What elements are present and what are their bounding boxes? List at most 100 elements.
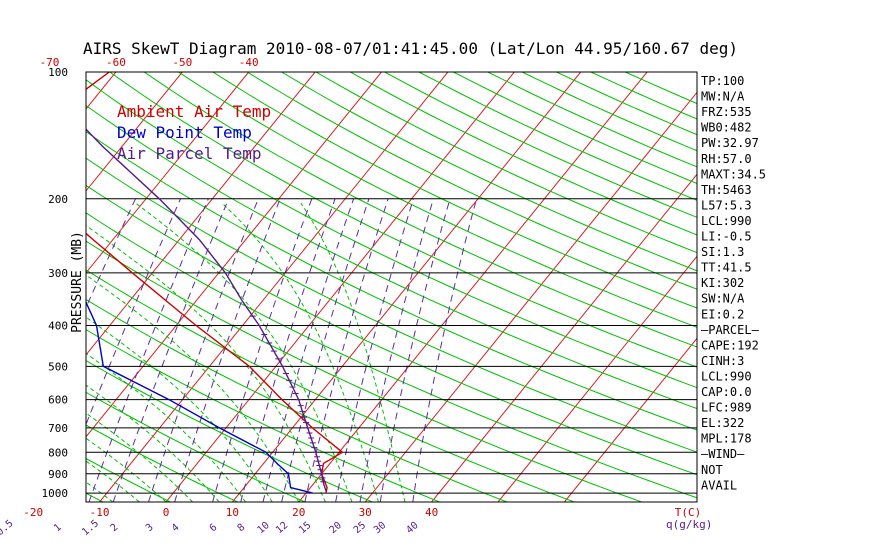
isotherm-line <box>564 337 697 502</box>
dry-adiabat-line <box>86 391 306 502</box>
index-entry: SW:N/A <box>701 292 745 306</box>
mixing-ratio-label: 1 <box>52 522 64 534</box>
mixing-ratio-line <box>281 198 370 502</box>
index-entry: CAPE:192 <box>701 338 759 352</box>
index-entry: EL:322 <box>701 416 744 430</box>
dry-adiabat-line <box>86 240 642 502</box>
pressure-tick-label: 900 <box>48 468 68 481</box>
index-entry: EI:0.2 <box>701 307 744 321</box>
index-entry: TT:41.5 <box>701 261 752 275</box>
mixing-ratio-label: 40 <box>404 520 420 536</box>
index-entry: LCL:990 <box>701 214 752 228</box>
temp-tick-label-bottom: 0 <box>163 506 170 519</box>
chart-title: AIRS SkewT Diagram 2010-08-07/01:41:45.0… <box>83 39 738 58</box>
temp-tick-label-top: -50 <box>172 56 192 69</box>
mixing-ratio-line <box>174 198 281 502</box>
temp-tick-label-top: -70 <box>40 56 60 69</box>
isotherm-line <box>86 72 382 438</box>
index-entry: WB0:482 <box>701 121 752 135</box>
moist-adiabat-line <box>86 384 220 502</box>
moist-adiabat-line <box>86 274 300 502</box>
ambient-temp-line <box>86 72 344 494</box>
dry-adiabat-line <box>86 104 697 410</box>
dry-adiabat-line <box>86 269 575 502</box>
mixing-ratio-unit: q(g/kg) <box>666 518 712 531</box>
pressure-tick-label: 100 <box>48 66 68 79</box>
mixing-ratio-label: 15 <box>297 520 313 536</box>
isotherm-line <box>86 72 117 110</box>
index-entry: PW:32.97 <box>701 136 759 150</box>
mixing-ratio-line <box>0 199 41 502</box>
temp-tick-label-bottom: 40 <box>425 506 438 519</box>
index-entry: CAP:0.0 <box>701 385 752 399</box>
isotherm-line <box>298 72 648 502</box>
isotherm-line <box>364 91 697 502</box>
moist-adiabat-line <box>300 203 406 502</box>
temp-tick-label-top: -60 <box>106 56 126 69</box>
mixing-ratio-line <box>379 198 451 502</box>
mixing-ratio-label: 4 <box>170 522 182 534</box>
moist-adiabat-line <box>86 224 326 502</box>
dry-adiabat-line <box>86 212 697 499</box>
temp-tick-label-bottom: -10 <box>90 506 110 519</box>
index-entry: LI:-0.5 <box>701 230 752 244</box>
y-axis-label: PRESSURE (MB) <box>70 231 85 333</box>
isotherm-line <box>99 72 449 502</box>
index-entry: —PARCEL— <box>701 323 760 337</box>
isotherm-line <box>86 72 250 274</box>
mixing-ratio-line <box>240 198 336 502</box>
mixing-ratio-line <box>148 198 259 502</box>
dry-adiabat-line <box>86 360 373 502</box>
mixing-ratio-label: 12 <box>274 520 290 536</box>
index-entry: NOT <box>701 463 723 477</box>
isotherm-line <box>497 255 697 502</box>
dry-adiabat-line <box>521 72 697 152</box>
moist-adiabat-line <box>86 460 140 502</box>
dry-adiabat-line <box>0 72 36 502</box>
legend-dewpoint: Dew Point Temp <box>117 123 252 142</box>
dry-adiabat-line <box>487 72 697 168</box>
pressure-tick-label: 300 <box>48 267 68 280</box>
temp-tick-label-top: -40 <box>239 56 259 69</box>
mixing-ratio-label: 0.5 <box>0 518 16 538</box>
dry-adiabat-line <box>246 72 697 290</box>
moist-adiabat-line <box>86 316 273 502</box>
mixing-ratio-label: 3 <box>144 522 156 534</box>
mixing-ratio-label: 8 <box>236 522 248 534</box>
temp-axis-unit: T(C) <box>675 506 702 519</box>
mixing-ratio-label: 2 <box>109 522 121 534</box>
moist-adiabat-line <box>221 202 379 502</box>
mixing-ratio-line <box>212 198 313 502</box>
mixing-ratio-label: 25 <box>352 520 368 536</box>
dry-adiabat-line <box>212 72 697 309</box>
index-entry: SI:1.3 <box>701 245 744 259</box>
index-entry: AVAIL <box>701 478 737 492</box>
temp-tick-label-bottom: -20 <box>23 506 43 519</box>
dry-adiabat-line <box>86 130 697 431</box>
mixing-ratio-label: 10 <box>255 520 271 536</box>
dry-adiabat-line <box>86 79 697 389</box>
temp-tick-label-bottom: 10 <box>226 506 239 519</box>
dry-adiabat-line <box>350 72 697 236</box>
isotherm-line <box>86 72 183 192</box>
dry-adiabat-line <box>109 72 697 368</box>
index-entry: TH:5463 <box>701 183 752 197</box>
index-entry: KI:302 <box>701 276 744 290</box>
mixing-ratio-line <box>262 198 355 502</box>
index-entry: L57:5.3 <box>701 198 752 212</box>
legend-ambient: Ambient Air Temp <box>117 102 271 121</box>
temp-tick-label-bottom: 20 <box>292 506 305 519</box>
dry-adiabat-line <box>453 72 697 185</box>
index-entry: LFC:989 <box>701 401 752 415</box>
mixing-ratio-line <box>412 198 477 502</box>
mixing-ratio-label: 30 <box>372 520 388 536</box>
mixing-ratio-label: 20 <box>328 520 344 536</box>
moist-adiabat-line <box>86 352 247 502</box>
dry-adiabat-line <box>86 298 508 502</box>
mixing-ratio-line <box>359 198 434 502</box>
index-entry: MPL:178 <box>701 432 752 446</box>
dry-adiabat-line <box>86 492 104 502</box>
moist-adiabat-line <box>135 202 353 502</box>
plot-frame <box>85 71 698 503</box>
